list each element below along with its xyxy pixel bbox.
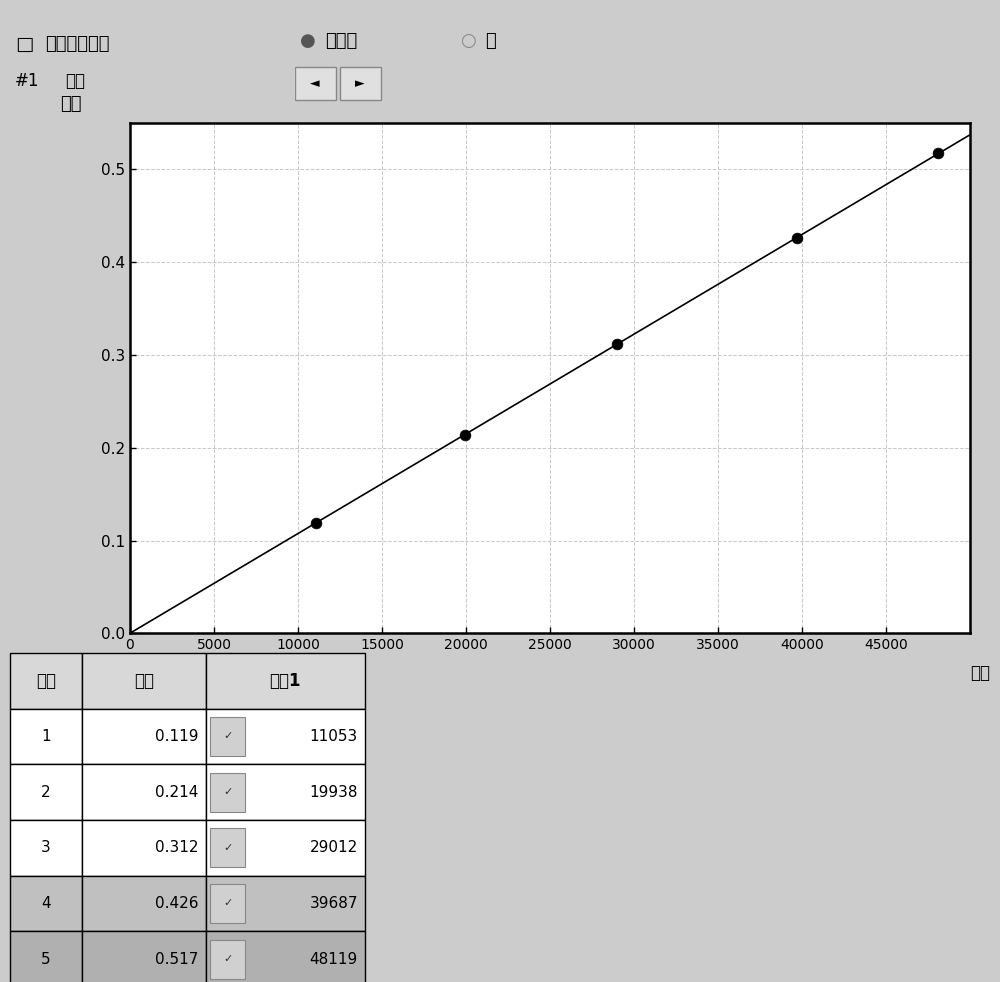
Text: 2: 2 [41, 785, 51, 799]
Bar [206, 764, 365, 820]
Text: 11053: 11053 [310, 729, 358, 744]
Text: ✓: ✓ [223, 899, 233, 908]
Bar [206, 653, 365, 709]
Bar [206, 709, 365, 764]
Bar [10, 876, 82, 931]
Text: 39687: 39687 [309, 896, 358, 911]
Bar [206, 820, 365, 876]
Text: 0.214: 0.214 [155, 785, 198, 799]
Text: 高度: 高度 [970, 664, 990, 682]
Text: 3: 3 [41, 841, 51, 855]
FancyBboxPatch shape [295, 67, 336, 100]
Text: ●: ● [300, 32, 316, 50]
Text: ✓: ✓ [223, 732, 233, 741]
Bar [82, 764, 206, 820]
FancyBboxPatch shape [210, 884, 245, 923]
Text: 0.426: 0.426 [155, 896, 198, 911]
Bar [82, 653, 206, 709]
Text: 组: 组 [485, 32, 496, 50]
Text: 19938: 19938 [309, 785, 358, 799]
FancyBboxPatch shape [210, 717, 245, 756]
Point [609, 336, 625, 352]
Bar [82, 709, 206, 764]
Point [930, 145, 946, 161]
Bar [10, 820, 82, 876]
Text: 0.312: 0.312 [155, 841, 198, 855]
Bar [10, 653, 82, 709]
Bar [206, 931, 365, 982]
Text: 48119: 48119 [310, 952, 358, 966]
FancyBboxPatch shape [210, 940, 245, 978]
Bar [206, 876, 365, 931]
Text: 高度1: 高度1 [270, 672, 301, 689]
Text: #1: #1 [15, 72, 40, 89]
Text: ✓: ✓ [223, 843, 233, 852]
Text: 0.119: 0.119 [155, 729, 198, 744]
Point [308, 515, 324, 530]
Text: 校准曲线视图: 校准曲线视图 [45, 35, 110, 53]
Bar [82, 820, 206, 876]
Point [457, 427, 473, 443]
Bar [82, 876, 206, 931]
Bar [10, 764, 82, 820]
Text: 1: 1 [41, 729, 51, 744]
Text: ◄: ◄ [310, 77, 320, 90]
Point [789, 230, 805, 246]
Text: 浓度: 浓度 [134, 672, 154, 689]
Text: ►: ► [355, 77, 365, 90]
Text: 4: 4 [41, 896, 51, 911]
Bar [10, 709, 82, 764]
Bar [10, 931, 82, 982]
Text: □: □ [15, 34, 33, 54]
Text: 29012: 29012 [310, 841, 358, 855]
Text: 糠醛: 糠醛 [65, 72, 85, 89]
Text: ✓: ✓ [223, 955, 233, 964]
Text: 化合物: 化合物 [325, 32, 357, 50]
Text: ✓: ✓ [223, 788, 233, 797]
FancyBboxPatch shape [340, 67, 380, 100]
Text: 5: 5 [41, 952, 51, 966]
Text: 0.517: 0.517 [155, 952, 198, 966]
Bar [82, 931, 206, 982]
Text: ○: ○ [460, 32, 476, 50]
Y-axis label: 浓度: 浓度 [60, 94, 82, 113]
Text: 级别: 级别 [36, 672, 56, 689]
FancyBboxPatch shape [210, 773, 245, 811]
FancyBboxPatch shape [210, 828, 245, 867]
